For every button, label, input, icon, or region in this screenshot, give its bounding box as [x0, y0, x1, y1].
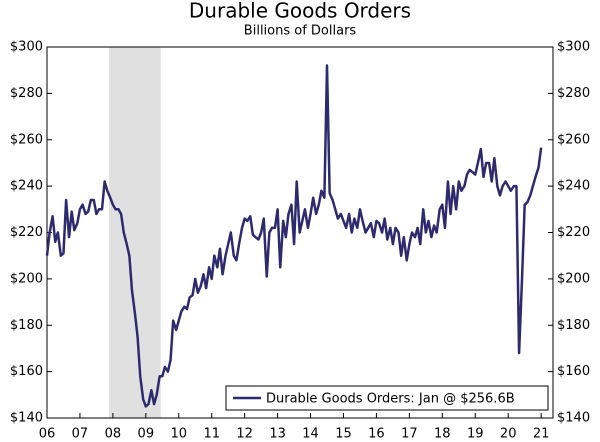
- x-tick-label: 21: [533, 427, 550, 442]
- x-tick-label: 18: [434, 427, 451, 442]
- x-tick-label: 07: [72, 427, 89, 442]
- y2-tick-label: $300: [557, 40, 590, 55]
- x-tick-label: 06: [39, 427, 56, 442]
- chart-title: Durable Goods Orders: [189, 0, 411, 23]
- data-line: [45, 64, 543, 408]
- x-tick-label: 11: [203, 427, 220, 442]
- y-tick-label: $280: [10, 86, 43, 101]
- legend-box: [225, 385, 549, 411]
- y-tick-label: $220: [10, 225, 43, 240]
- y-tick-label: $300: [10, 40, 43, 55]
- x-tick-label: 17: [401, 427, 418, 442]
- y-tick-label: $260: [10, 132, 43, 147]
- y2-tick-label: $260: [557, 132, 590, 147]
- y2-tick-label: $240: [557, 179, 590, 194]
- x-tick-label: 10: [170, 427, 187, 442]
- y-tick-label: $240: [10, 179, 43, 194]
- y-tick-label: $180: [10, 318, 43, 333]
- y2-tick-label: $200: [557, 271, 590, 286]
- x-tick-label: 09: [138, 427, 155, 442]
- recession-shade: [108, 47, 161, 418]
- y-tick-label: $140: [10, 411, 43, 426]
- y-tick-label: $160: [10, 364, 43, 379]
- x-tick-label: 08: [105, 427, 122, 442]
- x-tick-label: 19: [467, 427, 484, 442]
- x-tick-label: 15: [335, 427, 352, 442]
- x-tick-label: 12: [236, 427, 253, 442]
- y2-tick-label: $160: [557, 364, 590, 379]
- y-tick-label: $200: [10, 271, 43, 286]
- y2-tick-label: $220: [557, 225, 590, 240]
- x-tick-label: 20: [500, 427, 517, 442]
- x-tick-label: 16: [368, 427, 385, 442]
- y2-tick-label: $280: [557, 86, 590, 101]
- legend-label: Durable Goods Orders: Jan @ $256.6B: [266, 392, 515, 407]
- y2-tick-label: $140: [557, 411, 590, 426]
- x-tick-label: 13: [269, 427, 286, 442]
- y2-tick-label: $180: [557, 318, 590, 333]
- x-tick-label: 14: [302, 427, 319, 442]
- chart-subtitle: Billions of Dollars: [244, 24, 357, 39]
